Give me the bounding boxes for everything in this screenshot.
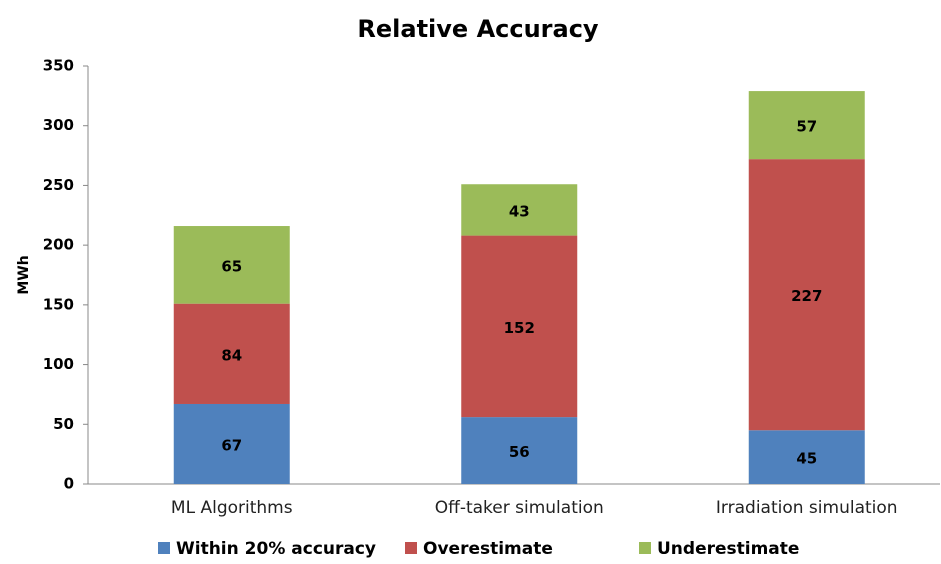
value-label: 84 bbox=[221, 346, 242, 364]
y-tick-label: 0 bbox=[64, 475, 74, 493]
y-tick-label: 200 bbox=[43, 236, 74, 254]
bar-segment bbox=[173, 303, 290, 404]
bar-segment bbox=[748, 159, 865, 431]
bar-segment bbox=[748, 430, 865, 484]
y-tick-label: 300 bbox=[43, 116, 74, 134]
bar-segment bbox=[461, 184, 578, 236]
x-tick-label: Irradiation simulation bbox=[716, 498, 898, 518]
bar-segment bbox=[748, 91, 865, 160]
value-label: 67 bbox=[221, 436, 242, 454]
bar-segment bbox=[461, 417, 578, 484]
legend-swatch bbox=[639, 542, 651, 554]
y-tick-label: 50 bbox=[53, 415, 74, 433]
chart-title: Relative Accuracy bbox=[357, 15, 599, 43]
y-tick-label: 100 bbox=[43, 355, 74, 373]
value-label: 152 bbox=[504, 319, 535, 337]
y-tick-label: 250 bbox=[43, 176, 74, 194]
y-tick-label: 150 bbox=[43, 295, 74, 313]
value-label: 45 bbox=[796, 450, 817, 468]
y-tick-label: 350 bbox=[43, 57, 74, 75]
value-label: 57 bbox=[796, 118, 817, 136]
value-label: 43 bbox=[509, 202, 530, 220]
bar-segment bbox=[173, 226, 290, 304]
legend-swatch bbox=[158, 542, 170, 554]
y-axis-label: MWh bbox=[16, 255, 32, 294]
legend-label: Within 20% accuracy bbox=[176, 539, 376, 559]
legend-label: Overestimate bbox=[423, 539, 553, 559]
value-label: 65 bbox=[221, 257, 242, 275]
x-tick-label: ML Algorithms bbox=[171, 498, 293, 518]
legend-swatch bbox=[405, 542, 417, 554]
bar-segment bbox=[173, 403, 290, 484]
value-label: 56 bbox=[509, 443, 530, 461]
bar-segment bbox=[461, 235, 578, 418]
x-tick-label: Off-taker simulation bbox=[435, 498, 604, 518]
value-label: 227 bbox=[791, 287, 822, 305]
legend-label: Underestimate bbox=[657, 539, 799, 559]
